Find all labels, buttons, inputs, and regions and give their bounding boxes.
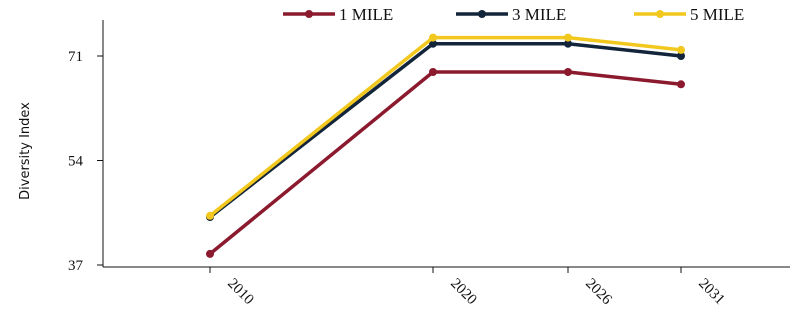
y-tick-label: 71 xyxy=(68,49,83,65)
y-axis-title: Diversity Index xyxy=(18,102,33,200)
data-point xyxy=(677,52,685,60)
data-point xyxy=(564,39,572,48)
data-point xyxy=(564,68,572,76)
x-tick-label: 2010 xyxy=(224,276,257,309)
x-tick-label: 2026 xyxy=(582,276,615,309)
data-point xyxy=(677,45,685,54)
legend-label: 5 MILE xyxy=(690,5,744,24)
legend-label: 1 MILE xyxy=(339,5,393,24)
y-tick-label: 54 xyxy=(68,154,84,170)
data-point xyxy=(429,39,437,48)
y-tick-label: 37 xyxy=(68,258,84,274)
series-group xyxy=(206,33,685,258)
series-line xyxy=(208,35,683,218)
series-line xyxy=(208,70,683,256)
legend-swatch-marker xyxy=(656,10,664,18)
x-tick-label: 2020 xyxy=(447,276,480,309)
data-point xyxy=(206,249,214,258)
x-axis: 2010 2020 2026 2031 xyxy=(103,266,790,309)
data-point xyxy=(429,33,437,42)
series-line xyxy=(208,41,683,219)
data-point xyxy=(677,80,685,89)
x-tick-label: 2031 xyxy=(695,276,728,309)
data-point xyxy=(429,68,437,76)
legend-label: 3 MILE xyxy=(512,5,566,24)
y-axis: 37 54 71 xyxy=(68,20,104,274)
data-point xyxy=(206,211,214,220)
data-point xyxy=(564,33,572,42)
legend-swatch-marker xyxy=(305,10,313,18)
legend: 1 MILE 3 MILE 5 MILE xyxy=(283,5,744,24)
legend-swatch-marker xyxy=(478,10,486,18)
